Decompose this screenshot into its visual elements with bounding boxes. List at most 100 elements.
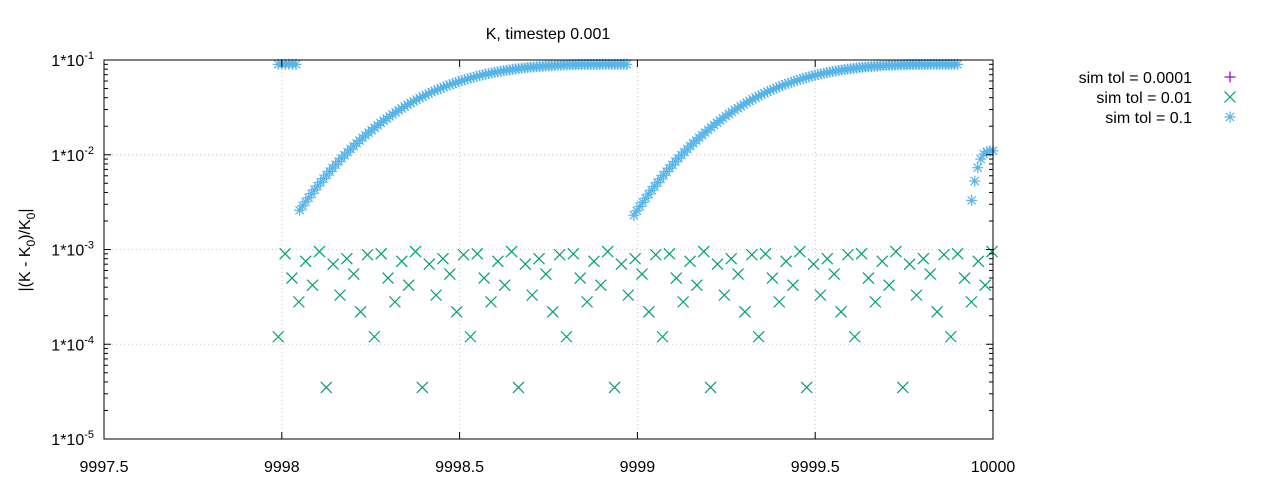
data-point	[889, 245, 902, 258]
data-point	[354, 305, 367, 318]
legend: sim tol = 0.0001 sim tol = 0.01 sim tol = …	[1079, 70, 1236, 127]
data-point	[931, 305, 944, 318]
data-point	[841, 248, 854, 261]
data-point	[299, 255, 312, 268]
data-point	[628, 209, 640, 221]
data-point	[539, 268, 552, 281]
data-point	[869, 295, 882, 308]
data-point	[306, 279, 319, 292]
data-point	[601, 245, 614, 258]
data-point	[732, 268, 744, 281]
data-point	[553, 248, 566, 261]
data-point	[855, 247, 868, 260]
data-point	[581, 295, 594, 308]
data-point	[718, 289, 731, 302]
data-point	[450, 305, 463, 318]
data-point	[986, 245, 998, 258]
data-point	[924, 268, 937, 281]
data-point	[793, 245, 806, 258]
data-point	[286, 272, 298, 284]
data-point	[621, 58, 633, 70]
data-point	[807, 258, 820, 271]
data-point	[800, 381, 813, 394]
data-point	[368, 330, 381, 343]
y-tick-label: 1*10-3	[51, 240, 94, 260]
data-point	[704, 381, 717, 394]
data-point	[739, 305, 751, 318]
data-point	[821, 252, 834, 265]
data-point	[574, 272, 587, 284]
data-point	[725, 252, 738, 265]
x-axis-ticks: 9997.5 9998 9998.5 9999 9999.5 10000	[80, 60, 1016, 476]
data-point	[388, 295, 401, 308]
data-point	[697, 245, 710, 258]
data-point	[320, 381, 333, 394]
data-point	[546, 305, 559, 318]
data-point	[313, 245, 326, 258]
data-point	[636, 268, 648, 281]
data-point	[457, 248, 470, 261]
data-point	[969, 175, 981, 187]
data-point	[375, 247, 388, 260]
x-tick-label: 10000	[971, 459, 1016, 476]
data-point	[443, 268, 456, 281]
data-point	[690, 279, 703, 292]
x-tick-label: 9999	[620, 459, 656, 476]
data-point	[340, 252, 353, 265]
data-point	[437, 252, 449, 265]
data-point	[485, 295, 497, 308]
y-tick-label: 1*10-5	[51, 429, 94, 449]
data-point	[883, 279, 895, 292]
data-point	[876, 255, 889, 268]
chart-title: K, timestep 0.001	[486, 26, 611, 43]
data-point	[498, 279, 511, 292]
data-point	[951, 58, 963, 70]
data-point	[787, 279, 799, 292]
x-tick-label: 9999.5	[791, 459, 840, 476]
data-point	[471, 247, 484, 260]
data-point	[910, 289, 923, 302]
data-point	[423, 258, 436, 271]
x-tick-label: 9997.5	[80, 459, 129, 476]
data-point	[395, 255, 408, 268]
data-point	[533, 252, 545, 265]
data-point	[615, 258, 628, 271]
data-point	[938, 248, 950, 261]
data-point	[361, 248, 374, 261]
data-point	[966, 194, 978, 206]
data-point	[862, 272, 875, 284]
data-point	[642, 305, 655, 318]
data-point	[814, 289, 827, 302]
data-point	[828, 268, 841, 281]
grid	[104, 60, 993, 439]
data-point	[526, 289, 539, 302]
data-point	[663, 247, 676, 260]
data-point	[979, 279, 992, 292]
series-sim-tol-0.01	[272, 245, 998, 394]
data-point	[629, 252, 642, 265]
legend-marker	[1224, 71, 1236, 83]
data-point	[917, 252, 930, 265]
data-point	[608, 381, 621, 394]
data-point	[896, 381, 909, 394]
data-point	[848, 330, 861, 343]
data-point	[752, 330, 765, 343]
data-point	[951, 247, 964, 260]
data-point	[711, 258, 724, 271]
y-tick-label: 1*10-2	[51, 145, 94, 165]
data-point	[560, 330, 573, 343]
data-point	[327, 258, 340, 271]
data-point	[279, 247, 292, 260]
data-point	[347, 268, 360, 281]
data-point	[972, 255, 985, 268]
data-point	[903, 258, 916, 271]
data-point	[290, 58, 302, 70]
data-point	[491, 255, 504, 268]
data-point	[684, 255, 696, 268]
y-axis-label: |(K - K0)/K0|	[17, 208, 38, 291]
data-point	[972, 162, 984, 174]
data-point	[334, 289, 346, 302]
data-point	[505, 245, 518, 258]
data-series	[272, 58, 999, 394]
